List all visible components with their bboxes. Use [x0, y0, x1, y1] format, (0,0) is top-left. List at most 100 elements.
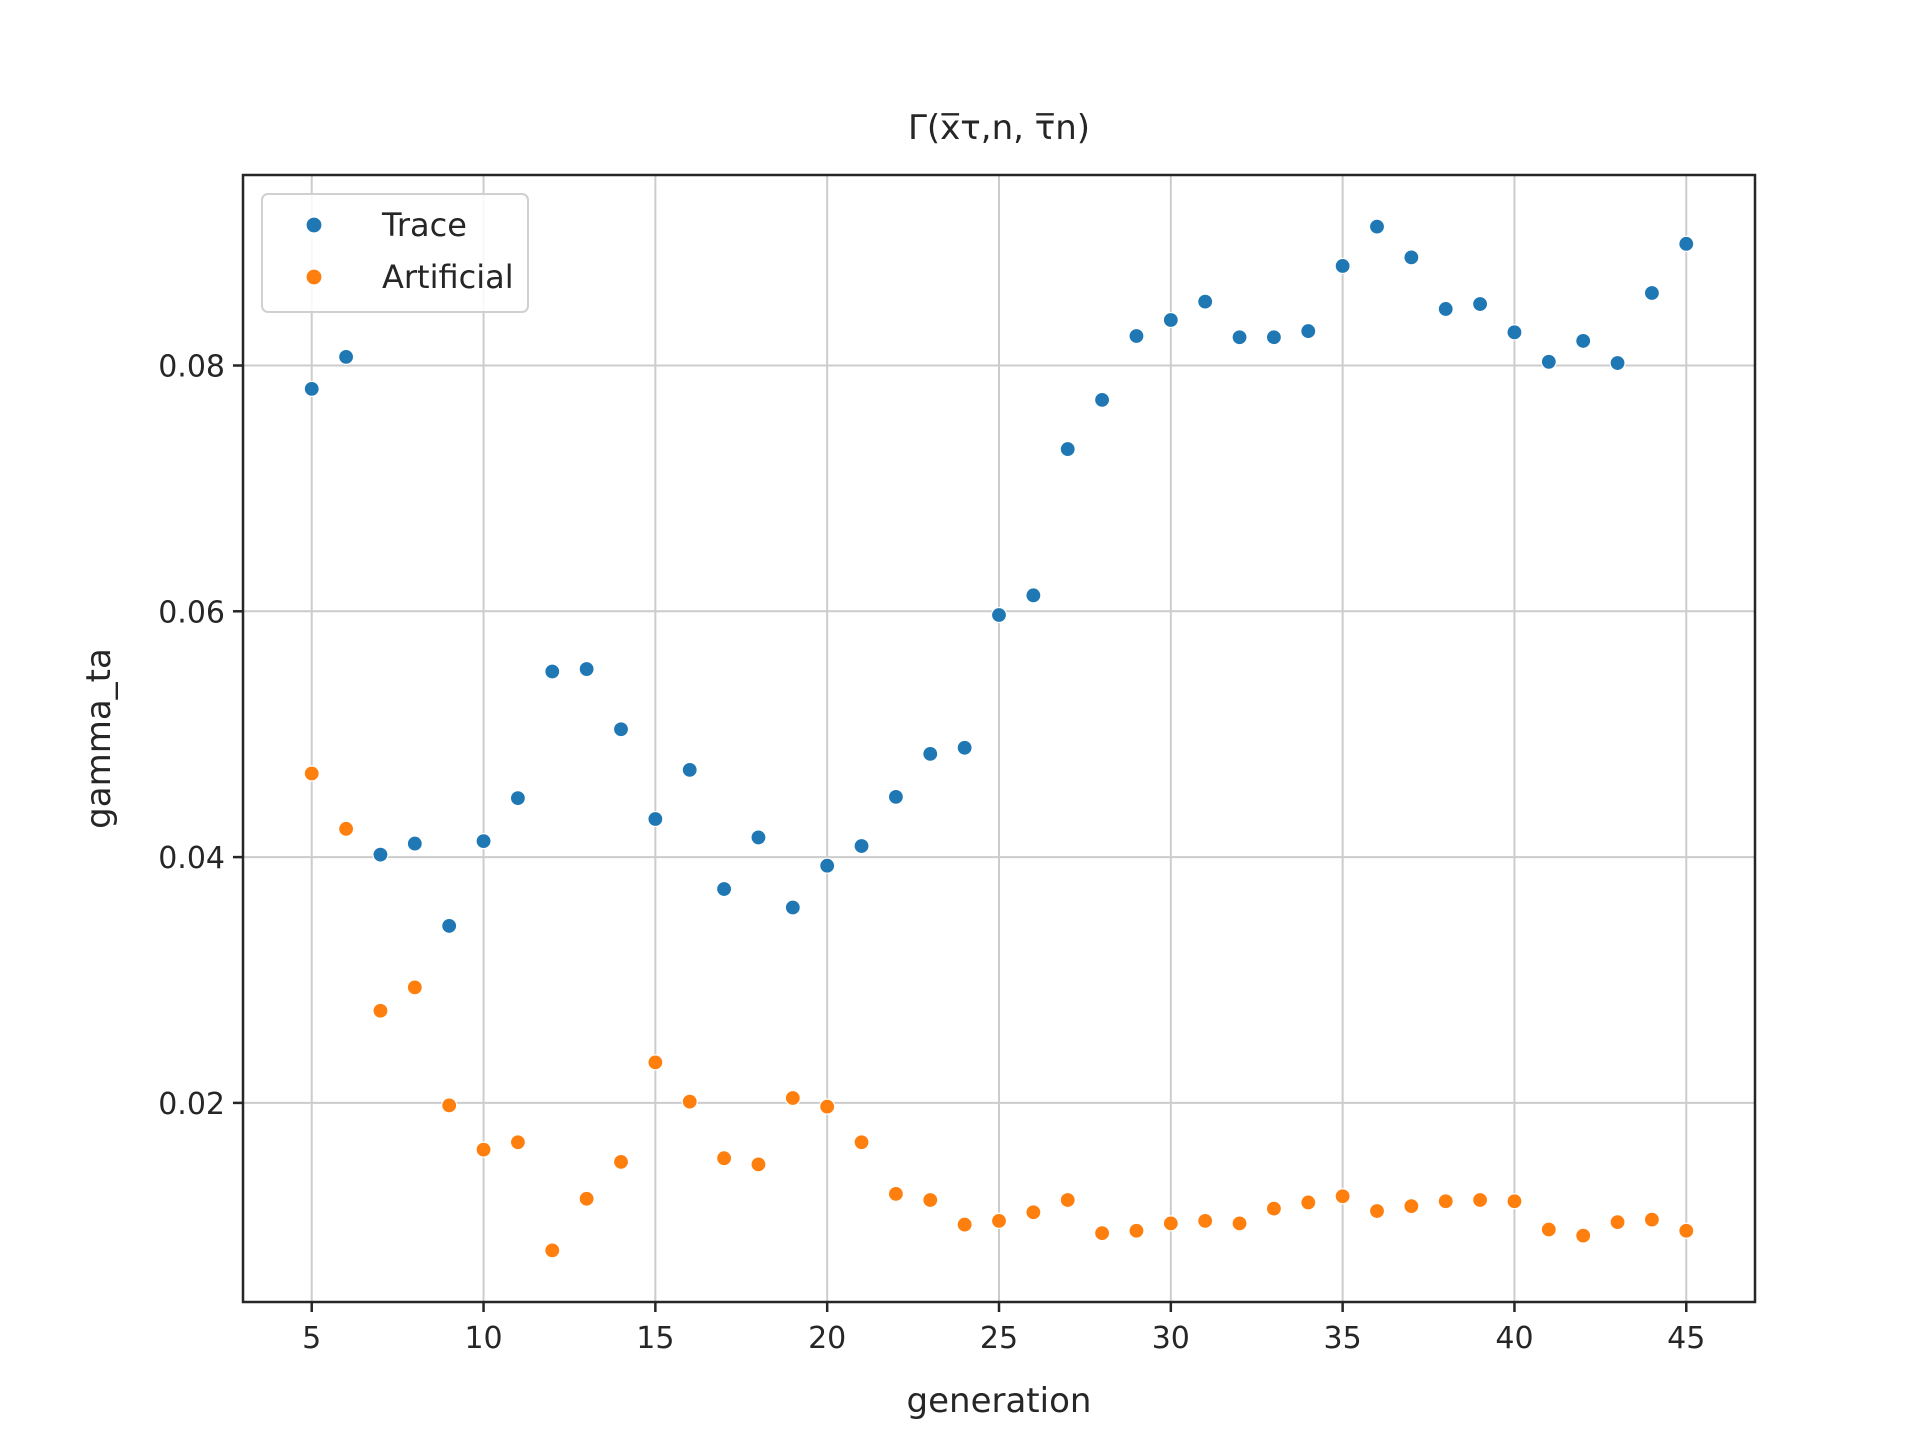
artificial-point: [1265, 1200, 1283, 1217]
artificial-point: [1437, 1193, 1454, 1210]
trace-point: [1575, 332, 1592, 350]
trace-point: [509, 790, 527, 807]
trace-point: [1678, 235, 1695, 252]
trace-point: [1265, 329, 1283, 346]
trace-point: [1025, 587, 1042, 604]
artificial-point: [1609, 1214, 1626, 1231]
x-tick-label: 35: [1324, 1321, 1362, 1356]
artificial-point: [1162, 1215, 1179, 1232]
artificial-point: [1540, 1221, 1557, 1238]
artificial-point: [887, 1185, 905, 1202]
trace-point: [612, 721, 630, 738]
axis-ticks: 5 10 15 20 25 30 35 40 45 0.02 0.04 0.06 0.08: [158, 349, 1705, 1356]
x-tick-label: 15: [636, 1321, 674, 1356]
trace-point: [1437, 300, 1454, 318]
artificial-point: [1128, 1222, 1145, 1239]
trace-point: [1643, 284, 1661, 302]
artificial-point: [406, 979, 423, 996]
artificial-point: [990, 1212, 1008, 1229]
trace-point: [1471, 295, 1489, 313]
artificial-point: [578, 1190, 595, 1207]
artificial-point: [1300, 1194, 1317, 1211]
legend: Trace Artificial: [261, 193, 529, 313]
legend-marker-trace: [305, 216, 323, 234]
artificial-point: [819, 1098, 836, 1115]
trace-point: [922, 745, 939, 762]
trace-point: [647, 810, 664, 828]
y-tick-label: 0.04: [158, 841, 225, 876]
artificial-point: [1059, 1191, 1076, 1209]
artificial-point: [372, 1002, 389, 1019]
artificial-point: [956, 1216, 973, 1233]
artificial-point: [475, 1141, 492, 1158]
trace-point: [475, 833, 492, 850]
legend-marker-artificial: [305, 268, 323, 286]
trace-point: [750, 829, 767, 846]
trace-point: [406, 835, 423, 852]
x-axis-label: generation: [907, 1381, 1092, 1421]
artificial-point: [337, 820, 355, 837]
y-tick-label: 0.02: [158, 1087, 225, 1122]
artificial-point: [750, 1156, 767, 1173]
artificial-point: [647, 1054, 664, 1071]
artificial-point: [1197, 1212, 1214, 1229]
trace-point: [1162, 311, 1179, 329]
y-axis-label: gamma_ta: [79, 648, 119, 829]
artificial-point: [1471, 1191, 1489, 1209]
trace-point: [441, 917, 458, 935]
trace-point: [1231, 329, 1248, 346]
trace-point: [1128, 327, 1145, 345]
trace-point: [853, 837, 870, 855]
legend-box: [261, 193, 529, 313]
artificial-point: [1403, 1198, 1420, 1215]
artificial-point: [303, 765, 320, 782]
artificial-point: [1678, 1222, 1695, 1239]
artificial-point: [853, 1134, 870, 1151]
trace-point: [372, 846, 389, 863]
trace-point: [956, 739, 973, 756]
x-tick-label: 40: [1495, 1321, 1533, 1356]
trace-point: [715, 880, 733, 898]
data-points: [303, 218, 1695, 1259]
x-tick-label: 30: [1152, 1321, 1190, 1356]
trace-point: [1368, 218, 1386, 235]
artificial-point: [715, 1150, 733, 1167]
trace-point: [1300, 322, 1317, 340]
x-tick-label: 25: [980, 1321, 1018, 1356]
artificial-point: [441, 1097, 458, 1114]
trace-point: [544, 663, 561, 680]
artificial-point: [1231, 1215, 1248, 1232]
legend-label-trace: Trace: [381, 206, 467, 244]
artificial-point: [1575, 1227, 1592, 1244]
artificial-point: [1643, 1211, 1661, 1228]
trace-point: [1197, 293, 1214, 310]
trace-point: [1093, 391, 1111, 409]
series-trace: [303, 218, 1695, 935]
x-tick-label: 20: [808, 1321, 846, 1356]
trace-point: [337, 348, 355, 365]
trace-point: [1334, 257, 1351, 275]
artificial-point: [509, 1134, 527, 1151]
chart-title: Γ(x̅τ,n, τ̅n): [908, 108, 1090, 148]
trace-point: [303, 380, 320, 397]
artificial-point: [544, 1242, 561, 1259]
y-tick-label: 0.06: [158, 595, 225, 630]
trace-point: [990, 606, 1008, 624]
trace-point: [1403, 249, 1420, 266]
trace-point: [784, 899, 801, 916]
x-tick-label: 45: [1667, 1321, 1705, 1356]
y-tick-label: 0.08: [158, 349, 225, 384]
trace-point: [819, 857, 836, 874]
artificial-point: [1093, 1225, 1111, 1242]
trace-point: [1540, 353, 1557, 370]
trace-point: [1609, 354, 1626, 372]
artificial-point: [681, 1093, 698, 1110]
grid-lines: [243, 175, 1755, 1302]
trace-point: [578, 660, 595, 678]
artificial-point: [784, 1089, 801, 1107]
artificial-point: [1334, 1188, 1351, 1205]
trace-point: [681, 761, 698, 778]
trace-point: [1506, 324, 1523, 341]
series-artificial: [303, 765, 1695, 1259]
